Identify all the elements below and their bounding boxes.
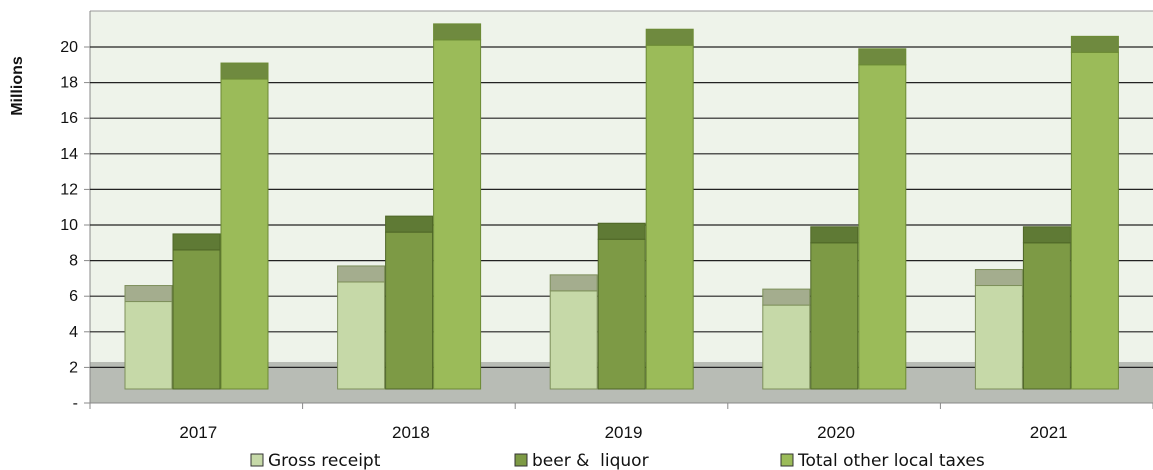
y-tick-label: 8 <box>69 253 78 270</box>
x-axis-ticks: 2017 2018 2019 2020 2021 <box>89 402 1153 442</box>
x-tick-label: 2020 <box>817 423 855 442</box>
bar-top-2017-0 <box>124 285 173 303</box>
bar-top-2019-2 <box>645 28 694 46</box>
bar-2021-0 <box>974 285 1023 390</box>
x-tick-label: 2021 <box>1030 423 1068 442</box>
x-tick-label: 2017 <box>179 423 217 442</box>
legend-label: Total other local taxes <box>797 451 985 470</box>
y-axis-label: Millions <box>9 56 26 116</box>
bar-2017-1 <box>172 249 221 390</box>
bar-top-2019-0 <box>549 274 598 292</box>
bar-2020-1 <box>810 242 859 390</box>
bar-top-2019-1 <box>597 222 646 240</box>
legend-swatch <box>250 453 264 467</box>
bar-2019-1 <box>597 238 646 390</box>
bar-2019-0 <box>549 290 598 390</box>
bar-top-2018-1 <box>385 215 434 233</box>
x-tick-label: 2018 <box>392 423 430 442</box>
bar-2017-0 <box>124 301 173 390</box>
bar-2019-2 <box>645 44 694 390</box>
bar-top-2021-1 <box>1022 226 1071 244</box>
bar-top-2021-2 <box>1070 35 1119 53</box>
bar-2020-2 <box>858 64 907 390</box>
bar-top-2020-1 <box>810 226 859 244</box>
x-tick-label: 2019 <box>605 423 643 442</box>
bar-2021-2 <box>1070 51 1119 390</box>
bar-top-2017-2 <box>220 62 269 80</box>
y-tick-label: 20 <box>60 39 78 56</box>
legend-swatch <box>514 453 528 467</box>
y-tick-label: 10 <box>60 217 78 234</box>
y-tick-label: 2 <box>69 359 78 376</box>
bars <box>124 23 1119 390</box>
legend-label: beer & liquor <box>532 451 649 470</box>
y-tick-label: 6 <box>69 288 78 305</box>
y-tick-label: 18 <box>60 75 78 92</box>
y-tick-label: 12 <box>60 181 78 198</box>
legend-label: Gross receipt <box>268 451 381 470</box>
bar-2021-1 <box>1022 242 1071 390</box>
bar-top-2017-1 <box>172 233 221 251</box>
bar-2018-0 <box>337 281 386 390</box>
bar-2018-2 <box>433 39 482 390</box>
y-tick-label: 16 <box>60 110 78 127</box>
bar-2020-0 <box>762 304 811 390</box>
bar-top-2020-2 <box>858 48 907 66</box>
y-tick-label: 14 <box>60 146 78 163</box>
y-axis-ticks: - 2 4 6 8 10 12 14 16 18 20 <box>60 39 90 412</box>
y-tick-label: - <box>73 395 78 412</box>
bar-2018-1 <box>385 231 434 390</box>
bar-top-2018-0 <box>337 265 386 283</box>
legend: Gross receipt beer & liquor Total other lo… <box>250 451 985 470</box>
bar-2017-2 <box>220 78 269 390</box>
legend-swatch <box>780 453 794 467</box>
bar-top-2018-2 <box>433 23 482 41</box>
bar-top-2021-0 <box>974 269 1023 287</box>
bar-top-2020-0 <box>762 288 811 306</box>
y-tick-label: 4 <box>69 324 78 341</box>
